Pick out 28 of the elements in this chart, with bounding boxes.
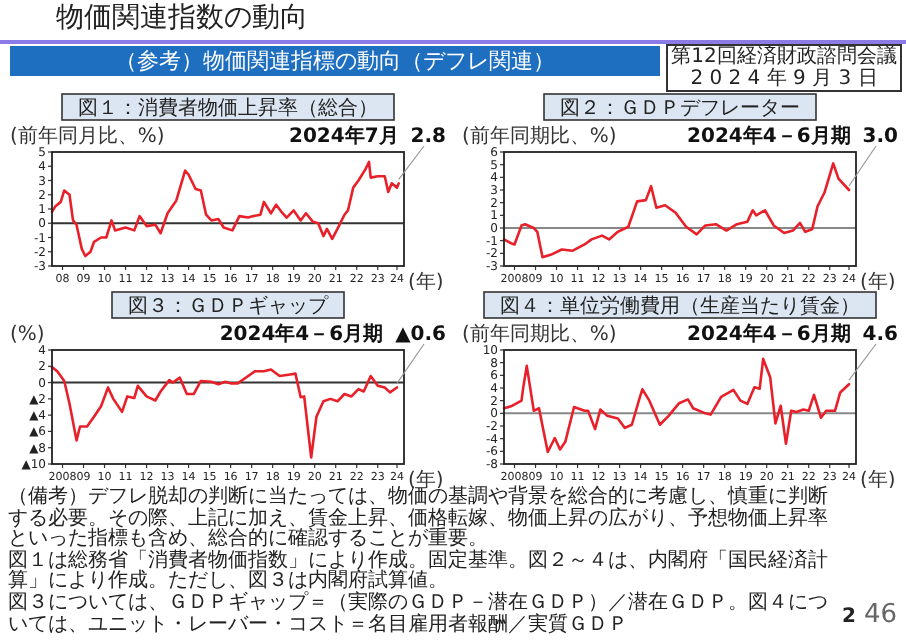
annotation: 2024年7月 2.8 bbox=[288, 124, 447, 148]
chart-title: 図２：ＧＤＰデフレーター bbox=[560, 98, 800, 120]
caption: 図３については、ＧＤＰギャップ＝（実際のＧＤＰ－潜在ＧＤＰ）／潜在ＧＤＰ。図４については、ユニット・レーバー・コスト＝名目雇用者報酬／実質ＧＤＰ bbox=[8, 591, 830, 637]
annotation: 2024年4－6月期 ▲0.6 bbox=[219, 322, 447, 346]
y-axis-title: (%) bbox=[10, 324, 45, 346]
chart-title: 図３：ＧＤＰギャップ bbox=[128, 294, 330, 318]
y-axis-title: (前年同期比、%) bbox=[462, 124, 617, 148]
text: 2 0 2 4 年 9 月 3 日 bbox=[688, 68, 880, 90]
line-series bbox=[502, 357, 851, 454]
text: 46 bbox=[864, 600, 898, 630]
x-axis-title: (年) bbox=[860, 468, 896, 492]
annotation: 2024年4－6月期 4.6 bbox=[687, 322, 899, 346]
chart-title: 図１：消費者物価上昇率（総合） bbox=[78, 96, 378, 120]
x-axis-title: (年) bbox=[408, 270, 444, 294]
line-series bbox=[50, 160, 401, 258]
y-axis-title: (前年同月比、%) bbox=[10, 124, 165, 148]
y-axis-title: (前年同期比、%) bbox=[462, 322, 617, 346]
line-series bbox=[502, 162, 851, 259]
text: （備考）デフレ脱却の判断に当たっては、物価の基調や背景を総合的に考慮し、慎重に判断する必要。その際、上記に加え、賃金上昇、価格転嫁、物価上昇の広がり、予想物価上昇率といった指標も含め、総合的に確認することが重要。 bbox=[8, 486, 830, 551]
text: 物価関連指数の動向 bbox=[56, 2, 308, 36]
annotation: 2024年4－6月期 3.0 bbox=[687, 124, 899, 148]
text: 2 bbox=[842, 606, 856, 630]
x-axis-title: (年) bbox=[860, 270, 896, 294]
chart-title: 図４：単位労働費用（生産当たり賃金） bbox=[500, 294, 860, 318]
line-series bbox=[50, 365, 399, 459]
caption: 図１は総務省「消費者物価指数」により作成。固定基準。図２～４は、内閣府「国民経済計算」により作成。ただし、図３は内閣府試算値。 bbox=[8, 549, 830, 593]
text: 第12回経済財政諮問会議 bbox=[669, 46, 899, 68]
text: （参考）物価関連指標の動向（デフレ関連） bbox=[10, 46, 660, 76]
